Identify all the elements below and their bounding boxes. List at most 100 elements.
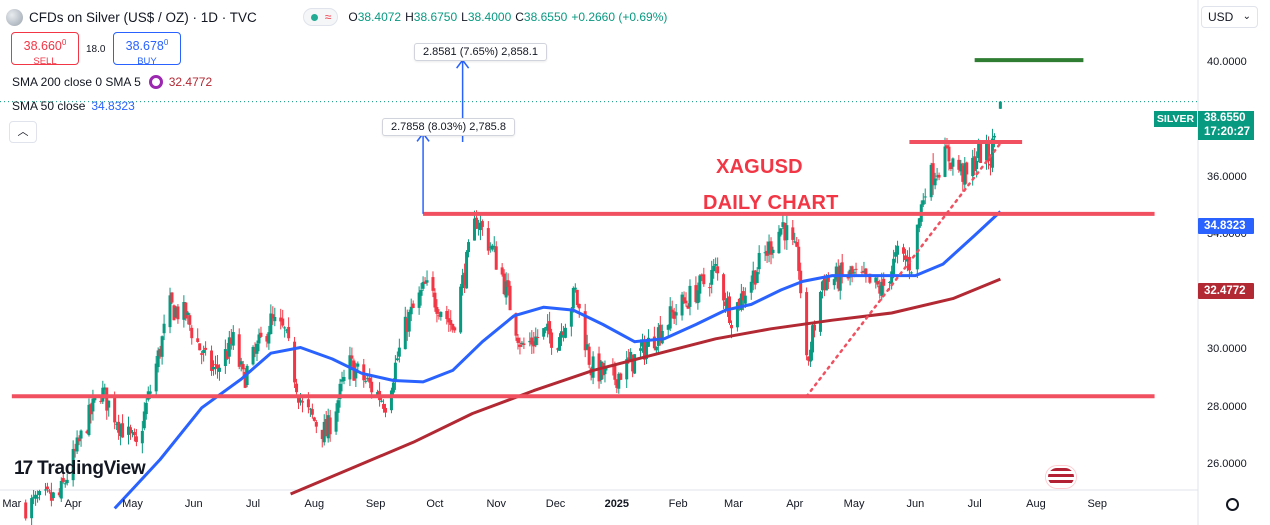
candle-body (643, 340, 647, 360)
candle-body (370, 381, 374, 393)
candle-body (24, 502, 28, 519)
candle-body (389, 390, 393, 411)
candle-body (121, 423, 125, 438)
candle-body (737, 298, 741, 309)
candle-body (447, 318, 451, 323)
candle-body (395, 358, 399, 361)
candle-body (561, 331, 565, 336)
candle-body (144, 402, 148, 415)
sma50-value: 34.8323 (91, 99, 135, 113)
sell-button[interactable]: 38.6600 SELL (11, 32, 79, 67)
candle-body (846, 276, 850, 279)
candle-body (43, 489, 47, 491)
candle-body (130, 432, 134, 434)
measure-callout-upper[interactable]: 2.8581 (7.65%) 2,858.1 (414, 43, 547, 61)
spread-value: 18.0 (86, 44, 106, 55)
ohlc-key: C (515, 10, 524, 24)
candle-body (200, 353, 204, 355)
candle-body (51, 492, 55, 499)
candle-body (257, 334, 261, 344)
candle-body (633, 354, 637, 374)
candle-body (251, 346, 255, 365)
candle-body (892, 258, 896, 275)
candle-body (937, 174, 941, 178)
candle-body (629, 351, 633, 361)
tradingview-logo[interactable]: 17 TradingView (14, 458, 146, 480)
candle-body (87, 404, 91, 436)
candle-body (439, 311, 443, 317)
candle-body (265, 336, 269, 342)
market-status-pill[interactable]: ≈ (302, 8, 339, 26)
candle-body (795, 241, 799, 247)
time-tick-label: Aug (304, 498, 325, 510)
sell-price-sup: 0 (61, 38, 67, 47)
sell-label: SELL (33, 56, 57, 68)
silver-coin-icon (6, 8, 23, 26)
candle-body (587, 346, 591, 365)
candle-body (656, 327, 660, 346)
us-flag-icon[interactable] (1046, 466, 1076, 488)
candle-body (641, 339, 645, 347)
candle-body (243, 371, 247, 388)
candle-body (700, 274, 704, 277)
candle-body (91, 398, 95, 412)
measure-callout-lower[interactable]: 2.7858 (8.03%) 2,785.8 (382, 118, 515, 136)
sma200-legend[interactable]: SMA 200 close 0 SMA 5 32.4772 (12, 75, 212, 89)
collapse-legend-button[interactable]: ︿ (9, 121, 37, 143)
candle-body (585, 344, 589, 350)
buy-button[interactable]: 38.6780 BUY (113, 32, 181, 67)
candle-body (931, 163, 935, 185)
candle-body (556, 348, 560, 350)
candle-body (965, 162, 969, 175)
candle-body (959, 163, 963, 172)
currency-value: USD (1208, 10, 1234, 24)
candle-body (813, 324, 817, 331)
candle-body (490, 245, 494, 250)
currency-select[interactable]: USD ⌄ (1201, 6, 1258, 28)
candle-body (615, 379, 619, 388)
candle-body (577, 303, 581, 309)
sma200-price-tag: 32.4772 (1198, 283, 1254, 299)
candle-body (433, 292, 437, 308)
candle-body (419, 290, 423, 296)
candle-body (366, 378, 370, 380)
candle-body (310, 409, 314, 415)
sma50-legend[interactable]: SMA 50 close 34.8323 (12, 99, 135, 113)
candle-body (755, 272, 759, 284)
candle-body (380, 400, 384, 402)
candle-body (544, 327, 548, 329)
candle-body (901, 247, 905, 254)
candle-body (73, 448, 77, 451)
candle-body (393, 362, 397, 383)
ohlc-value: 38.6750 (413, 10, 458, 24)
candle-body (822, 278, 826, 291)
time-tick-label: Aug (1026, 498, 1046, 510)
candle-body (894, 252, 898, 257)
candle-body (824, 279, 828, 291)
settings-icon[interactable] (1226, 498, 1239, 511)
candle-body (188, 315, 192, 325)
candle-body (532, 341, 536, 347)
symbol-title[interactable]: CFDs on Silver (US$ / OZ) · 1D · TVC (29, 9, 257, 25)
candle-body (225, 350, 229, 359)
candle-body (134, 436, 138, 442)
candle-body (548, 321, 552, 335)
time-tick-label: Mar (723, 498, 743, 510)
candle-body (465, 251, 469, 289)
candle-body (729, 324, 733, 329)
candle-body (34, 494, 38, 499)
candle-body (726, 298, 730, 309)
candle-body (93, 397, 97, 401)
candle-body (107, 400, 111, 408)
candle-body (998, 101, 1002, 109)
sell-price: 38.660 (23, 39, 62, 54)
candle-body (140, 430, 144, 444)
candle-body (47, 490, 51, 492)
time-tick-label: Oct (426, 498, 444, 510)
candle-body (684, 300, 688, 304)
candle-body (710, 269, 714, 285)
candle-body (113, 397, 117, 423)
candle-body (65, 479, 69, 484)
candle-body (536, 336, 540, 338)
